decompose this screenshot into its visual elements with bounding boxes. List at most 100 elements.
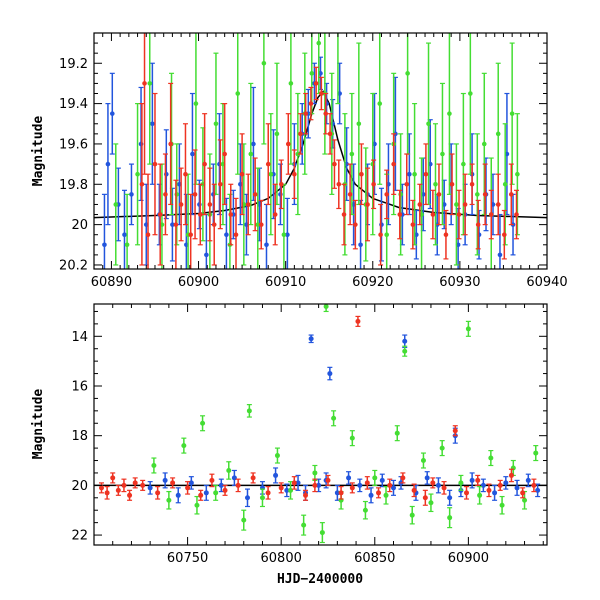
data-point <box>139 102 145 266</box>
data-point <box>327 113 333 155</box>
data-point <box>397 189 403 240</box>
bottom-data-layer <box>98 304 541 544</box>
data-point <box>420 452 426 469</box>
data-point <box>185 481 191 495</box>
data-point <box>323 304 329 313</box>
data-point <box>226 461 232 480</box>
data-point <box>335 33 341 105</box>
data-point <box>178 167 184 242</box>
data-point <box>391 479 397 496</box>
data-point <box>411 483 417 498</box>
top-y-axis-label: Magnitude <box>31 116 46 187</box>
data-point <box>250 472 256 484</box>
data-point <box>109 72 115 155</box>
data-point <box>503 476 509 490</box>
x-tick-label: 60910 <box>265 275 306 290</box>
data-point <box>198 489 204 501</box>
data-point <box>456 189 462 240</box>
data-point <box>313 66 319 101</box>
data-point <box>291 476 297 490</box>
data-point <box>482 163 488 226</box>
data-point <box>323 92 329 135</box>
data-point <box>274 62 280 206</box>
data-point <box>169 187 175 262</box>
data-point <box>181 437 187 454</box>
data-point <box>402 334 408 349</box>
data-point <box>147 481 153 495</box>
data-point <box>166 490 172 510</box>
data-point <box>245 173 251 236</box>
data-point <box>525 473 531 488</box>
data-point <box>453 143 459 266</box>
data-point <box>318 76 324 111</box>
data-point <box>197 183 203 246</box>
data-point <box>400 472 406 484</box>
data-point <box>464 486 470 500</box>
data-point <box>439 440 445 457</box>
data-point <box>104 486 110 500</box>
data-point <box>192 149 198 240</box>
data-point <box>162 472 168 489</box>
data-point <box>149 62 155 185</box>
data-point <box>325 474 331 486</box>
y-tick-label: 19.2 <box>59 57 88 72</box>
y-tick-label: 19.6 <box>59 137 88 152</box>
data-point <box>259 488 265 508</box>
x-tick-label: 60750 <box>167 551 208 566</box>
data-point <box>233 197 239 269</box>
data-point <box>145 173 151 269</box>
data-point <box>426 42 432 206</box>
y-tick-label: 19.4 <box>59 97 88 112</box>
data-point <box>364 476 370 490</box>
data-point <box>465 320 471 337</box>
data-point <box>291 149 297 200</box>
data-point <box>469 163 475 206</box>
data-point <box>467 33 473 175</box>
data-point <box>405 33 411 155</box>
data-point <box>255 167 261 269</box>
data-point <box>372 469 378 486</box>
data-point <box>449 153 455 216</box>
data-point <box>341 183 347 246</box>
data-point <box>200 415 206 432</box>
data-point <box>188 193 194 269</box>
top-panel: 60890 60900 60910 60920 60930 60940 19.2 19.4 19… <box>31 32 568 290</box>
data-point <box>132 477 138 489</box>
data-point <box>121 189 127 269</box>
data-point <box>308 334 314 344</box>
data-point <box>447 489 453 506</box>
data-point <box>327 366 333 381</box>
data-point <box>170 477 176 489</box>
data-point <box>492 484 498 501</box>
data-point <box>452 425 458 437</box>
data-point <box>239 133 245 216</box>
data-point <box>443 209 449 260</box>
y-tick-label: 20 <box>71 218 88 233</box>
x-tick-label: 60900 <box>178 275 219 290</box>
data-point <box>235 478 241 493</box>
data-point <box>430 189 436 240</box>
data-point <box>285 113 291 175</box>
data-point <box>105 102 111 226</box>
data-point <box>502 123 508 246</box>
x-tick-label: 60850 <box>354 551 395 566</box>
data-point <box>303 489 309 501</box>
y-tick-label: 14 <box>71 330 88 345</box>
x-tick-label: 60900 <box>448 551 489 566</box>
data-point <box>147 33 153 165</box>
data-point <box>284 197 290 269</box>
data-point <box>175 487 181 504</box>
data-point <box>297 113 303 155</box>
data-point <box>349 430 355 447</box>
x-tick-label: 60920 <box>352 275 393 290</box>
x-tick-label: 60930 <box>439 275 480 290</box>
data-point <box>428 493 434 513</box>
data-point <box>127 489 133 501</box>
data-point <box>477 486 483 505</box>
data-point <box>533 445 539 462</box>
data-point <box>432 123 438 246</box>
data-point <box>135 102 141 246</box>
data-point <box>278 482 284 494</box>
data-point <box>244 488 250 508</box>
data-point <box>203 484 209 501</box>
